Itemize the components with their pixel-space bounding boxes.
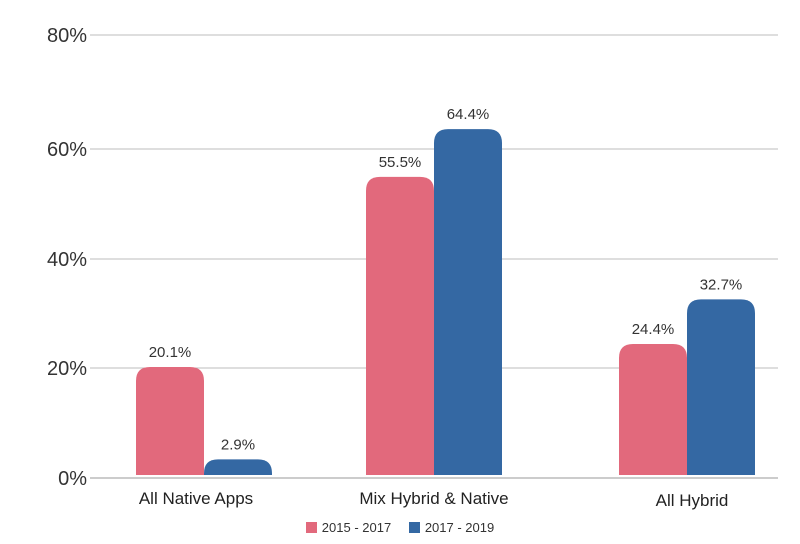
data-label: 24.4% bbox=[632, 321, 675, 338]
legend-label-series-1: 2015 - 2017 bbox=[321, 520, 392, 535]
legend-item-series-1: 2015 - 2017 bbox=[305, 520, 392, 535]
data-label: 64.4% bbox=[447, 106, 490, 123]
bar bbox=[136, 367, 204, 475]
legend-swatch-series-2 bbox=[408, 522, 420, 533]
data-label: 2.9% bbox=[221, 436, 255, 453]
bar bbox=[366, 176, 434, 476]
y-tick-label: 0% bbox=[58, 468, 87, 490]
y-tick-label: 40% bbox=[47, 249, 87, 271]
x-tick-label: Mix Hybrid & Native bbox=[359, 489, 508, 508]
data-label: 55.5% bbox=[379, 154, 422, 171]
bar bbox=[619, 343, 687, 475]
legend-label-series-2: 2017 - 2019 bbox=[424, 520, 495, 535]
x-tick-label: All Hybrid bbox=[656, 491, 729, 510]
bar bbox=[687, 299, 755, 475]
y-tick-label: 20% bbox=[47, 358, 87, 380]
legend-swatch-series-1 bbox=[305, 522, 317, 533]
x-tick-label: All Native Apps bbox=[139, 489, 253, 508]
legend-item-series-2: 2017 - 2019 bbox=[408, 520, 495, 535]
legend: 2015 - 2017 2017 - 2019 bbox=[0, 520, 800, 535]
bar bbox=[434, 129, 502, 476]
bar bbox=[204, 459, 272, 475]
data-label: 20.1% bbox=[149, 344, 192, 361]
data-label: 32.7% bbox=[700, 276, 743, 293]
y-tick-label: 60% bbox=[47, 139, 87, 161]
y-tick-label: 80% bbox=[47, 25, 87, 47]
